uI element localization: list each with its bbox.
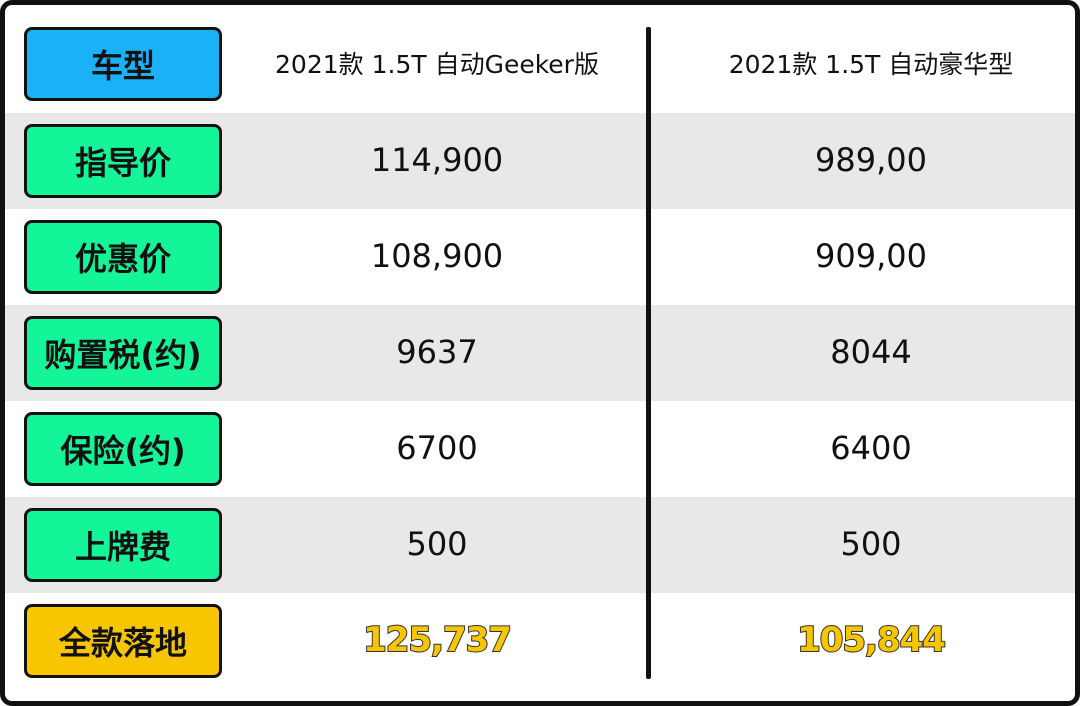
column-header: 2021款 1.5T 自动Geeker版	[275, 50, 599, 79]
cell-value: 9637	[396, 333, 478, 371]
total-value: 105,844	[796, 619, 947, 661]
column-divider	[646, 27, 651, 679]
cell-value: 989,00	[815, 141, 927, 179]
cell-value: 8044	[830, 333, 912, 371]
row-label: 指导价	[24, 124, 222, 198]
cell-value: 500	[840, 525, 902, 563]
row-label: 购置税(约)	[24, 316, 222, 390]
cell-value: 909,00	[815, 237, 927, 275]
row-label: 保险(约)	[24, 412, 222, 486]
header-label: 车型	[24, 27, 222, 101]
row-label: 优惠价	[24, 220, 222, 294]
cell-value: 114,900	[370, 141, 504, 179]
cell-value: 6400	[830, 429, 912, 467]
row-label: 上牌费	[24, 508, 222, 582]
column-header: 2021款 1.5T 自动豪华型	[728, 50, 1014, 79]
total-value: 125,737	[362, 619, 513, 661]
row-label: 全款落地	[24, 604, 222, 678]
cell-value: 500	[406, 525, 468, 563]
cell-value: 6700	[396, 429, 478, 467]
cell-value: 108,900	[370, 237, 504, 275]
